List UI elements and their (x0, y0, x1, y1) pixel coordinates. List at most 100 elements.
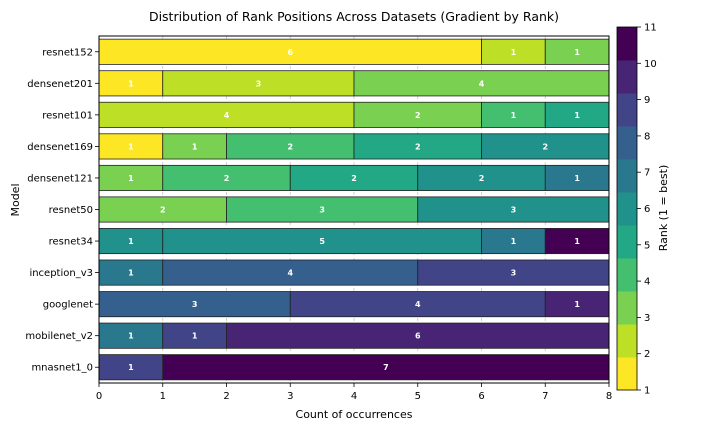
bar-labels-layer: 6 1 11 3 44 2 1 11 1 2 2 21 2 2 2 12 3 31 5 1 11 4 33 4 11 1 61 7 (128, 48, 580, 372)
y-axis-title: Model (9, 183, 22, 216)
colorbar-swatch (617, 258, 637, 292)
bar-segment (162, 133, 227, 160)
bar-segment (544, 291, 610, 318)
x-tick-label: 6 (478, 391, 484, 402)
bar-segment-label: 3 (192, 300, 198, 309)
bar-segment (226, 196, 419, 223)
bar-segment-label: 3 (256, 79, 262, 88)
bar-segment-label: 2 (160, 206, 166, 215)
bar-segment-label: 3 (511, 269, 517, 278)
bars-layer (98, 38, 610, 381)
bar-segment-label: 5 (319, 237, 325, 246)
bar-segment (226, 322, 610, 349)
colorbar-swatch (617, 159, 637, 193)
bar-segment (481, 228, 546, 255)
colorbar-tick-label: 1 (644, 386, 650, 397)
y-tick-label: mnasnet1_0 (31, 363, 93, 374)
x-tick-label: 2 (223, 391, 229, 402)
bar-segment-label: 6 (287, 48, 293, 57)
bar-segment-label: 1 (192, 142, 198, 151)
bar-segment-label: 1 (511, 111, 517, 120)
bar-segment-label: 1 (128, 79, 134, 88)
colorbar-swatch (617, 126, 637, 160)
colorbar-swatch (617, 291, 637, 325)
colorbar-swatch (617, 60, 637, 94)
bar-segment-label: 2 (542, 142, 548, 151)
colorbar-tick-label: 2 (644, 349, 650, 360)
x-tick-label: 5 (415, 391, 421, 402)
bar-segment (544, 228, 610, 255)
x-tick-label: 7 (542, 391, 548, 402)
colorbar-tick-label: 7 (644, 168, 650, 179)
bar-segment-label: 1 (192, 332, 198, 341)
colorbar-tick-label: 10 (644, 59, 657, 70)
x-axis: 0 1 2 3 4 5 6 7 8 (96, 383, 612, 402)
bar-segment-label: 1 (128, 332, 134, 341)
colorbar-swatch (617, 357, 637, 391)
y-tick-label: resnet152 (42, 47, 93, 58)
y-axis: resnet152 densenet201 resnet101 densenet169… (25, 47, 99, 374)
bar-segment-label: 1 (574, 111, 580, 120)
x-tick-label: 4 (351, 391, 357, 402)
bar-segment-label: 1 (574, 300, 580, 309)
bar-segment-label: 3 (511, 206, 517, 215)
colorbar-swatch (617, 192, 637, 226)
bar-segment (98, 70, 164, 97)
colorbar-tick-label: 3 (644, 313, 650, 324)
bar-segment (289, 164, 419, 191)
colorbar-tick-label: 4 (644, 277, 650, 288)
bar-segment-label: 1 (128, 363, 134, 372)
colorbar-swatch (617, 324, 637, 358)
x-tick-label: 0 (96, 391, 102, 402)
y-tick-label: densenet201 (27, 79, 93, 90)
bar-segment-label: 4 (287, 269, 293, 278)
colorbar-swatch (617, 27, 637, 61)
y-tick-label: densenet121 (27, 173, 93, 184)
bar-segment-label: 1 (128, 237, 134, 246)
bar-segment (98, 291, 291, 318)
colorbar-swatch (617, 225, 637, 259)
bar-segment (162, 164, 291, 191)
bar-segment-label: 1 (574, 174, 580, 183)
colorbar-tick-label: 11 (644, 23, 657, 34)
bar-segment (162, 354, 610, 381)
bar-segment (481, 101, 546, 128)
bar-segment (544, 38, 610, 65)
bar-segment (417, 164, 546, 191)
y-tick-label: resnet101 (42, 110, 93, 121)
colorbar-tick-label: 6 (644, 204, 650, 215)
colorbar: 1 2 3 4 5 6 7 8 9 10 11 (616, 23, 657, 397)
bar-segment-label: 1 (574, 237, 580, 246)
x-tick-label: 8 (606, 391, 612, 402)
bar-segment (162, 259, 419, 286)
bar-segment-label: 1 (574, 48, 580, 57)
bar-segment (544, 164, 610, 191)
y-tick-label: inception_v3 (29, 268, 93, 279)
colorbar-swatch (617, 93, 637, 127)
bar-segment-label: 2 (415, 142, 421, 151)
bar-segment-label: 1 (511, 237, 517, 246)
bar-segment-label: 2 (224, 174, 230, 183)
bar-segment-label: 4 (224, 111, 230, 120)
bar-segment-label: 2 (479, 174, 485, 183)
colorbar-tick-label: 8 (644, 131, 650, 142)
chart-title: Distribution of Rank Positions Across Da… (149, 9, 559, 24)
bar-segment (289, 291, 546, 318)
bar-segment (162, 322, 227, 349)
bar-segment-label: 1 (511, 48, 517, 57)
bar-segment (98, 228, 164, 255)
bar-segment (98, 196, 227, 223)
bar-segment-label: 1 (128, 174, 134, 183)
colorbar-tick-label: 9 (644, 95, 650, 106)
x-tick-label: 1 (160, 391, 166, 402)
bar-segment (98, 133, 164, 160)
colorbar-title: Rank (1 = best) (657, 165, 670, 252)
bar-segment (162, 228, 482, 255)
bar-segment-label: 4 (479, 79, 485, 88)
bar-segment-label: 2 (287, 142, 293, 151)
y-tick-label: googlenet (43, 300, 93, 311)
bar-segment (353, 133, 482, 160)
bar-segment (98, 101, 355, 128)
bar-segment-label: 6 (415, 332, 421, 341)
